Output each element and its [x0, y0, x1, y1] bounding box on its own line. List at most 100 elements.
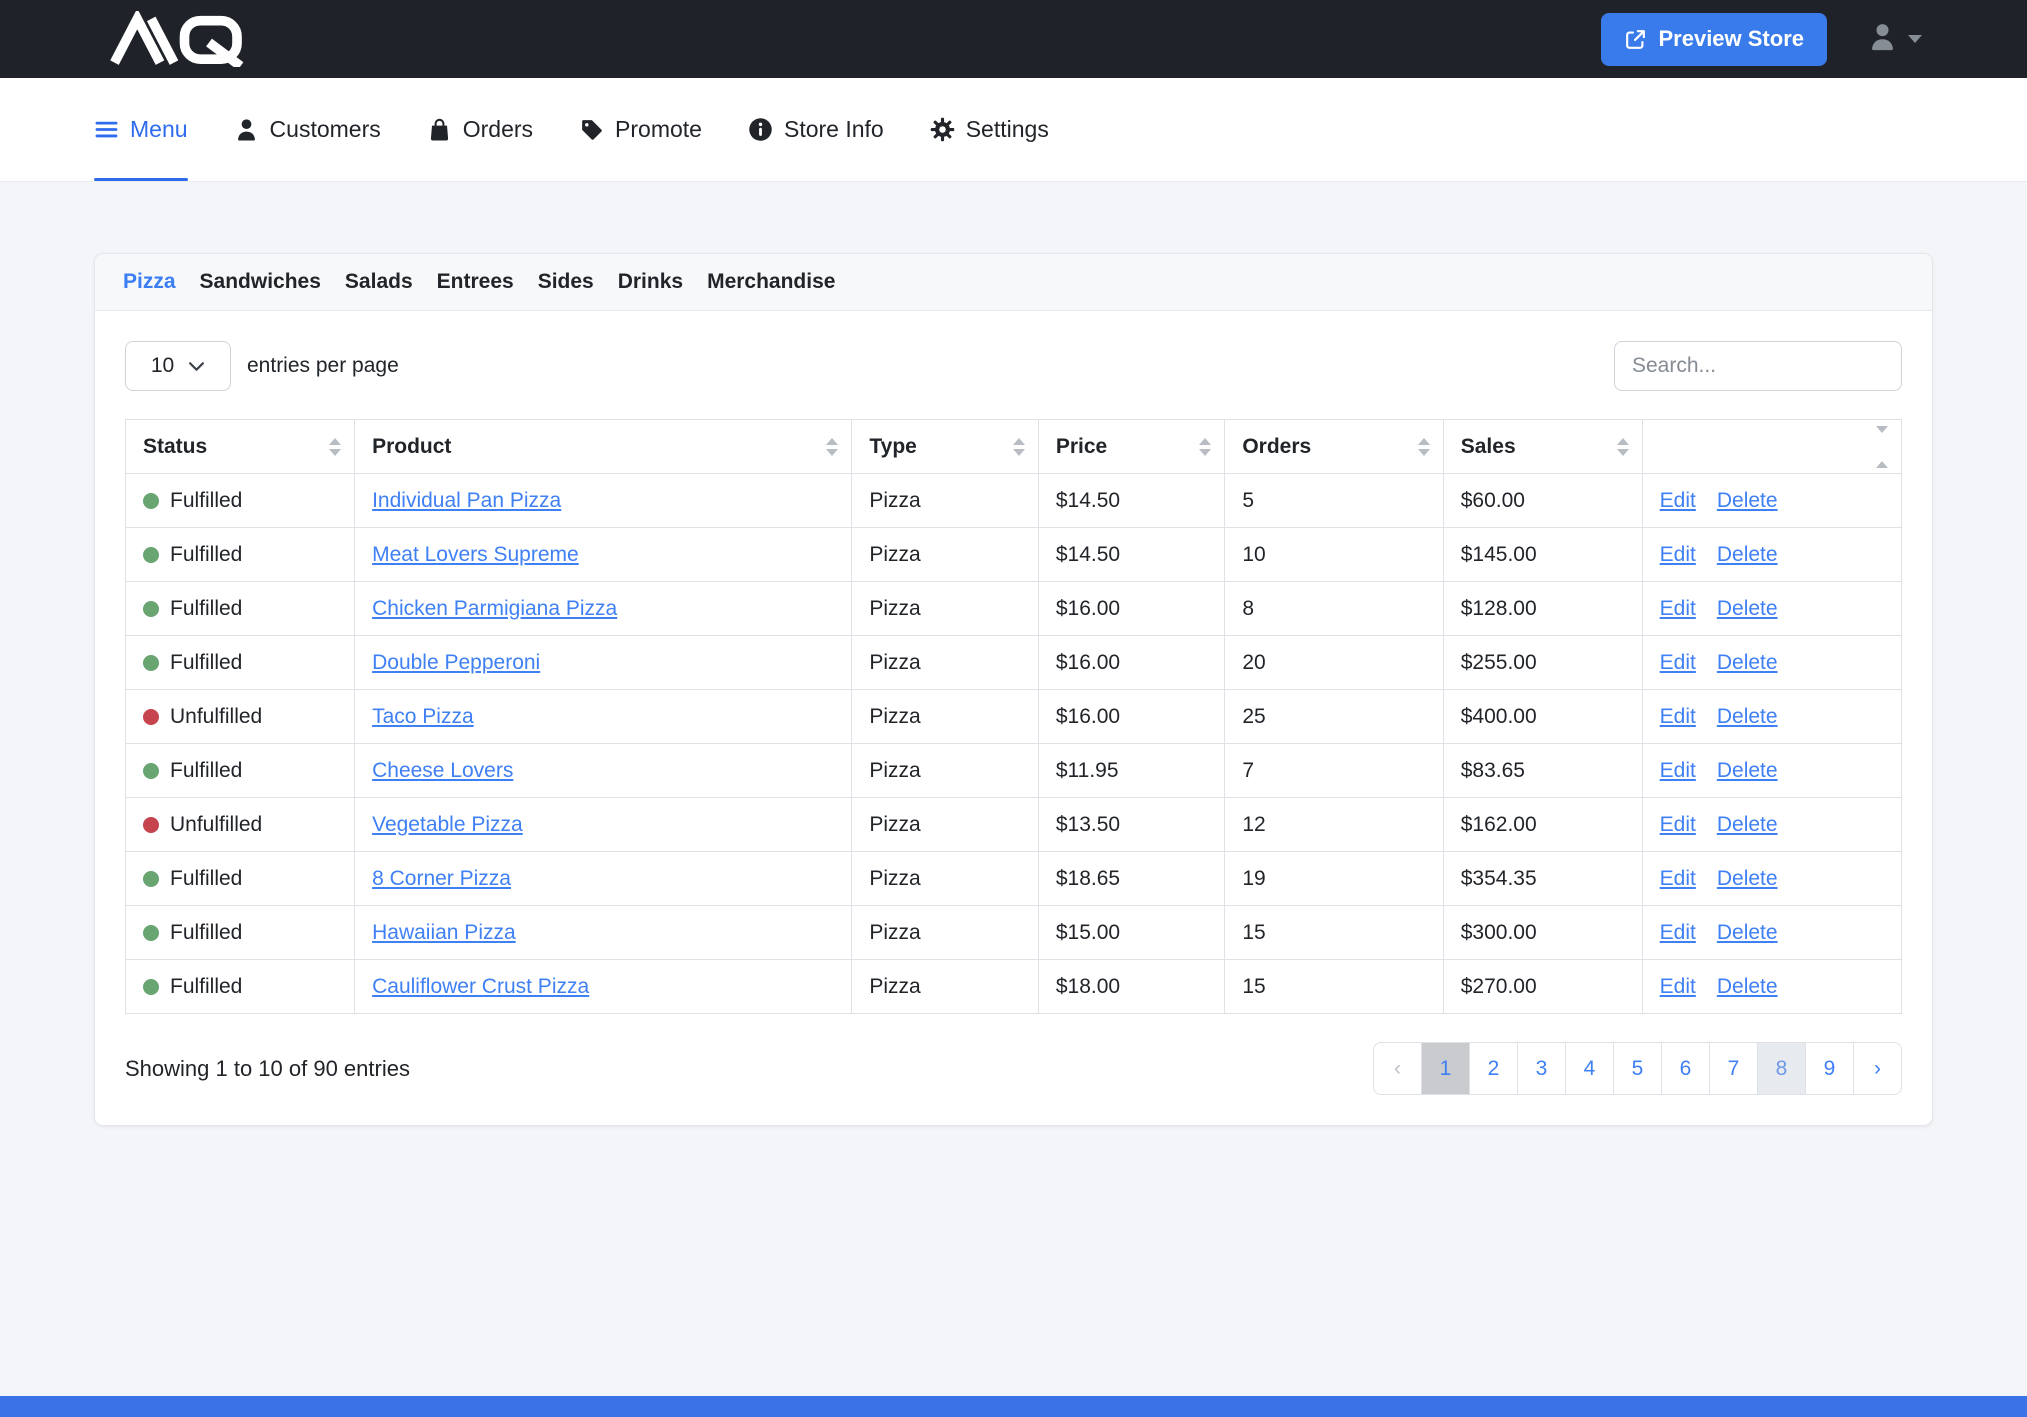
search-input[interactable] [1614, 341, 1902, 391]
delete-link[interactable]: Delete [1716, 542, 1778, 566]
cell-price: $16.00 [1037, 581, 1226, 636]
cell-actions: Edit Delete [1641, 797, 1903, 852]
delete-link[interactable]: Delete [1716, 650, 1778, 674]
cell-actions: Edit Delete [1641, 635, 1903, 690]
product-link[interactable]: Meat Lovers Supreme [372, 542, 579, 566]
column-label: Sales [1460, 434, 1516, 458]
product-link[interactable]: Hawaiian Pizza [372, 920, 516, 944]
nav-item-customers[interactable]: Customers [234, 78, 381, 181]
delete-link[interactable]: Delete [1716, 704, 1778, 728]
product-link[interactable]: Taco Pizza [372, 704, 474, 728]
sort-icon[interactable] [1012, 437, 1025, 456]
page-prev-button[interactable]: ‹ [1373, 1042, 1422, 1095]
tab-sandwiches[interactable]: Sandwiches [199, 270, 321, 293]
product-link[interactable]: Vegetable Pizza [372, 812, 523, 836]
column-header-type[interactable]: Type [851, 419, 1039, 474]
page-button-9[interactable]: 9 [1805, 1042, 1854, 1095]
edit-link[interactable]: Edit [1659, 488, 1696, 512]
nav-item-settings[interactable]: Settings [930, 78, 1049, 181]
tab-entrees[interactable]: Entrees [436, 270, 514, 293]
cell-sales: $354.35 [1442, 851, 1643, 906]
table-row: Fulfilled Cheese Lovers Pizza $11.95 7 $83.65… [124, 743, 1903, 798]
column-header-actions[interactable] [1641, 419, 1903, 474]
edit-link[interactable]: Edit [1659, 704, 1696, 728]
tab-sides[interactable]: Sides [537, 270, 594, 293]
sort-icon[interactable] [1417, 437, 1430, 456]
cell-product: Chicken Parmigiana Pizza [354, 581, 853, 636]
edit-link[interactable]: Edit [1659, 920, 1696, 944]
table-row: Unfulfilled Taco Pizza Pizza $16.00 25 $400.0… [124, 689, 1903, 744]
cell-price: $16.00 [1037, 689, 1226, 744]
delete-link[interactable]: Delete [1716, 866, 1778, 890]
delete-link[interactable]: Delete [1716, 488, 1778, 512]
product-link[interactable]: Cheese Lovers [372, 758, 514, 782]
delete-link[interactable]: Delete [1716, 974, 1778, 998]
page-button-1[interactable]: 1 [1421, 1042, 1470, 1095]
status-label: Fulfilled [170, 866, 243, 890]
column-header-price[interactable]: Price [1037, 419, 1226, 474]
delete-link[interactable]: Delete [1716, 812, 1778, 836]
cell-type: Pizza [851, 635, 1039, 690]
delete-link[interactable]: Delete [1716, 920, 1778, 944]
page-button-4[interactable]: 4 [1565, 1042, 1614, 1095]
page-button-3[interactable]: 3 [1517, 1042, 1566, 1095]
nav-item-promote[interactable]: Promote [579, 78, 702, 181]
preview-store-button[interactable]: Preview Store [1601, 12, 1827, 66]
account-menu[interactable] [1867, 21, 1922, 57]
edit-link[interactable]: Edit [1659, 542, 1696, 566]
page-size-select[interactable]: 10 [125, 341, 231, 391]
edit-link[interactable]: Edit [1659, 596, 1696, 620]
column-header-status[interactable]: Status [124, 419, 356, 474]
nav-item-menu[interactable]: Menu [94, 78, 188, 181]
product-link[interactable]: Double Pepperoni [372, 650, 541, 674]
nav-item-store-info[interactable]: Store Info [748, 78, 884, 181]
page-next-button[interactable]: › [1853, 1042, 1902, 1095]
table-header-row: Status Product Type Price Orders Sales [124, 419, 1903, 474]
product-link[interactable]: 8 Corner Pizza [372, 866, 511, 890]
product-link[interactable]: Individual Pan Pizza [372, 488, 562, 512]
delete-link[interactable]: Delete [1716, 758, 1778, 782]
nav-item-orders[interactable]: Orders [427, 78, 533, 181]
page-button-8[interactable]: 8 [1757, 1042, 1806, 1095]
edit-link[interactable]: Edit [1659, 650, 1696, 674]
edit-link[interactable]: Edit [1659, 758, 1696, 782]
tab-pizza[interactable]: Pizza [123, 270, 176, 293]
external-link-icon [1624, 28, 1647, 51]
hamburger-icon [94, 117, 119, 142]
product-link[interactable]: Cauliflower Crust Pizza [372, 974, 590, 998]
page-button-6[interactable]: 6 [1661, 1042, 1710, 1095]
card-body: 10 entries per page Status Product Type Pri… [95, 311, 1932, 1125]
tab-drinks[interactable]: Drinks [617, 270, 684, 293]
column-header-sales[interactable]: Sales [1442, 419, 1643, 474]
brand-logo[interactable] [90, 11, 265, 67]
sort-up-arrow [1417, 437, 1430, 445]
cell-type: Pizza [851, 743, 1039, 798]
column-label: Type [869, 434, 917, 458]
column-header-product[interactable]: Product [354, 419, 853, 474]
status-dot-green [143, 492, 159, 509]
sort-icon[interactable] [1616, 437, 1629, 456]
sort-icon[interactable] [1199, 437, 1212, 456]
edit-link[interactable]: Edit [1659, 812, 1696, 836]
cell-status: Fulfilled [124, 473, 356, 528]
product-link[interactable]: Chicken Parmigiana Pizza [372, 596, 618, 620]
edit-link[interactable]: Edit [1659, 974, 1696, 998]
sort-icon[interactable] [329, 437, 342, 456]
cell-orders: 7 [1224, 743, 1444, 798]
table-row: Fulfilled 8 Corner Pizza Pizza $18.65 19 $354… [124, 851, 1903, 906]
page-button-7[interactable]: 7 [1709, 1042, 1758, 1095]
cell-orders: 8 [1224, 581, 1444, 636]
tab-merchandise[interactable]: Merchandise [707, 270, 836, 293]
sort-icon[interactable] [826, 437, 839, 456]
tab-salads[interactable]: Salads [344, 270, 413, 293]
cell-type: Pizza [851, 851, 1039, 906]
delete-link[interactable]: Delete [1716, 596, 1778, 620]
column-header-orders[interactable]: Orders [1224, 419, 1444, 474]
cell-product: Double Pepperoni [354, 635, 853, 690]
edit-link[interactable]: Edit [1659, 866, 1696, 890]
page-button-5[interactable]: 5 [1613, 1042, 1662, 1095]
cell-product: Individual Pan Pizza [354, 473, 853, 528]
page-button-2[interactable]: 2 [1469, 1042, 1518, 1095]
sort-icon[interactable] [1876, 425, 1888, 468]
